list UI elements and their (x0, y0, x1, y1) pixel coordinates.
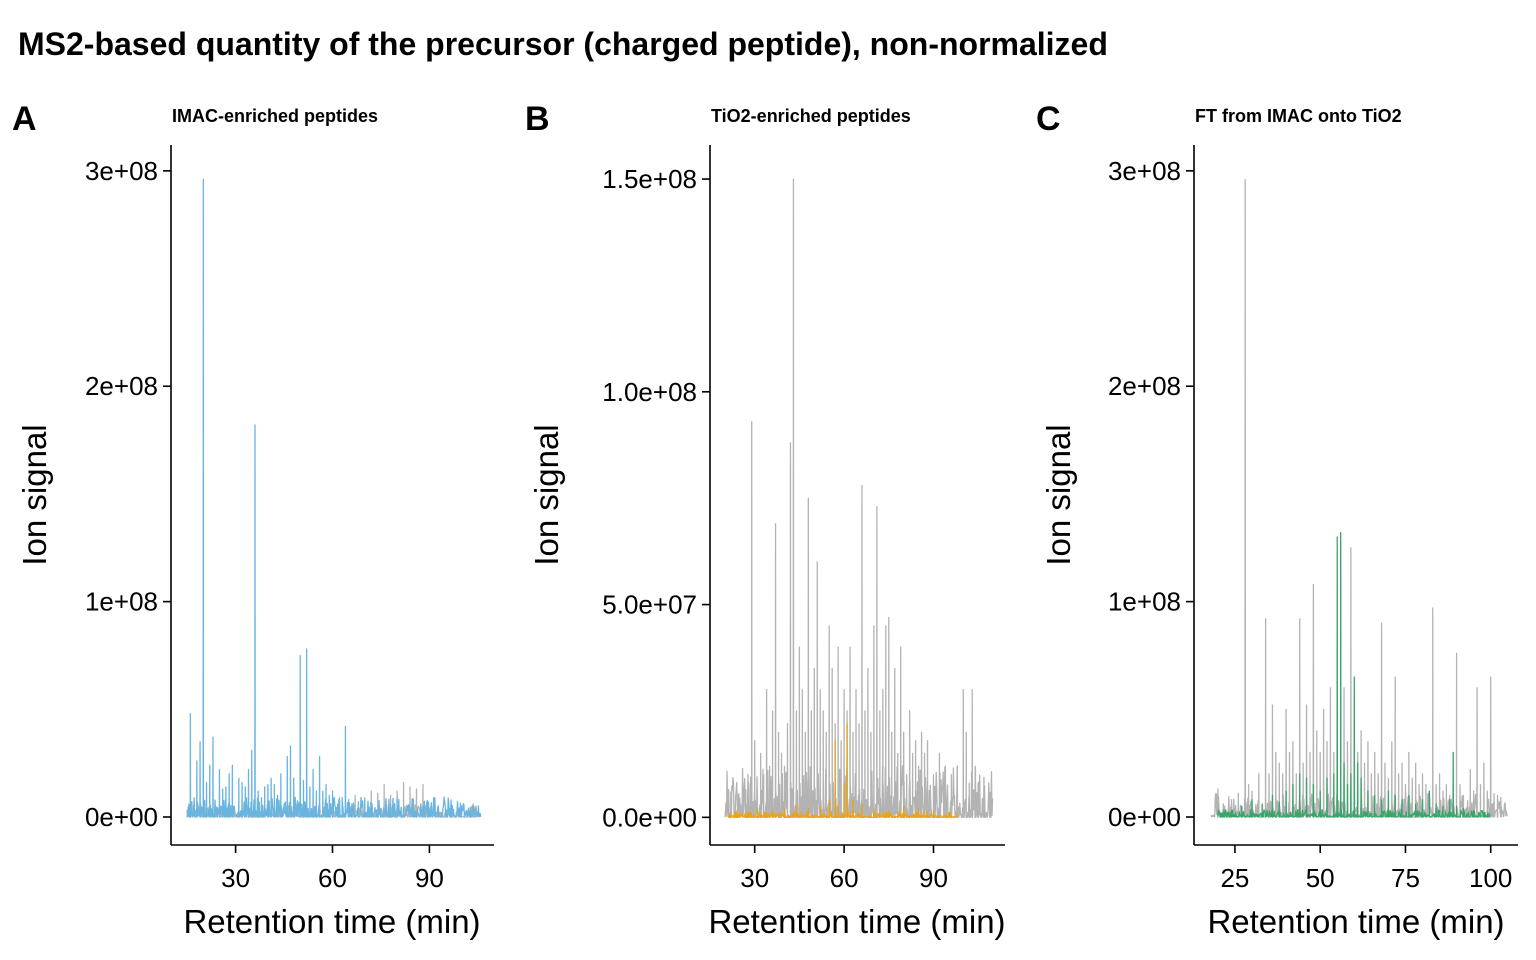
panel-c-series (1210, 178, 1509, 818)
panel-b-x-tick-label: 30 (740, 863, 769, 893)
panel-b-ticks: 0.0e+00 5.0e+07 1.0e+08 1.5e+08 30 60 90 (602, 164, 948, 893)
panel-a-x-tick-label: 60 (318, 863, 347, 893)
panel-a-y-tick-label: 2e+08 (85, 371, 158, 401)
panel-a-y-axis-title: Ion signal (16, 424, 53, 565)
panel-c-series-2-trace (1217, 532, 1491, 818)
panel-b-series (724, 178, 994, 818)
panel-c-x-tick-label: 50 (1306, 863, 1335, 893)
panel-a-ticks: 0e+00 1e+08 2e+08 3e+08 30 60 90 (85, 156, 444, 893)
panel-c-x-tick-label: 75 (1391, 863, 1420, 893)
panel-a-series (186, 178, 482, 818)
figure-title: MS2-based quantity of the precursor (cha… (18, 26, 1108, 62)
panel-b-y-tick-label: 1.0e+08 (602, 377, 697, 407)
panel-b-y-axis-title: Ion signal (528, 424, 565, 565)
panel-a-x-tick-label: 90 (415, 863, 444, 893)
panel-b-series-2-trace (727, 723, 958, 818)
panel-a-series-2-trace (186, 178, 482, 818)
panel-a-y-tick-label: 1e+08 (85, 587, 158, 617)
panel-c-x-tick-label: 100 (1469, 863, 1512, 893)
panel-a: A IMAC-enriched peptides 0e+00 1e+08 2e+08… (12, 100, 494, 940)
panel-b-subtitle: TiO2-enriched peptides (711, 106, 911, 126)
panel-c-y-tick-label: 1e+08 (1108, 587, 1181, 617)
panel-b-x-axis-title: Retention time (min) (708, 903, 1005, 940)
panel-b-y-tick-label: 1.5e+08 (602, 164, 697, 194)
panel-b-x-tick-label: 60 (830, 863, 859, 893)
panel-b-y-tick-label: 0.0e+00 (602, 802, 697, 832)
panel-a-subtitle: IMAC-enriched peptides (172, 106, 378, 126)
panel-b-y-tick-label: 5.0e+07 (602, 590, 697, 620)
panel-c-series-1-trace (1210, 178, 1509, 818)
panel-b-x-tick-label: 90 (919, 863, 948, 893)
panel-c-x-axis-title: Retention time (min) (1207, 903, 1504, 940)
panel-a-x-tick-label: 30 (221, 863, 250, 893)
panel-c-letter: C (1036, 100, 1061, 138)
panel-a-x-axis-title: Retention time (min) (183, 903, 480, 940)
panel-a-letter: A (12, 100, 37, 138)
panel-c: C FT from IMAC onto TiO2 0e+00 1e+08 2e+08… (1036, 100, 1518, 940)
panel-c-y-tick-label: 2e+08 (1108, 371, 1181, 401)
panel-c-y-axis-title: Ion signal (1040, 424, 1077, 565)
panel-a-y-tick-label: 0e+00 (85, 802, 158, 832)
panel-c-subtitle: FT from IMAC onto TiO2 (1195, 106, 1402, 126)
panel-c-y-tick-label: 3e+08 (1108, 156, 1181, 186)
panel-c-ticks: 0e+00 1e+08 2e+08 3e+08 25 50 75 100 (1108, 156, 1512, 893)
panel-b: B TiO2-enriched peptides 0.0e+00 5.0e+07 1… (525, 100, 1006, 940)
panel-c-x-tick-label: 25 (1220, 863, 1249, 893)
panel-b-series-1-trace (724, 178, 994, 818)
panel-a-y-tick-label: 3e+08 (85, 156, 158, 186)
panel-b-letter: B (525, 100, 550, 138)
panel-c-y-tick-label: 0e+00 (1108, 802, 1181, 832)
